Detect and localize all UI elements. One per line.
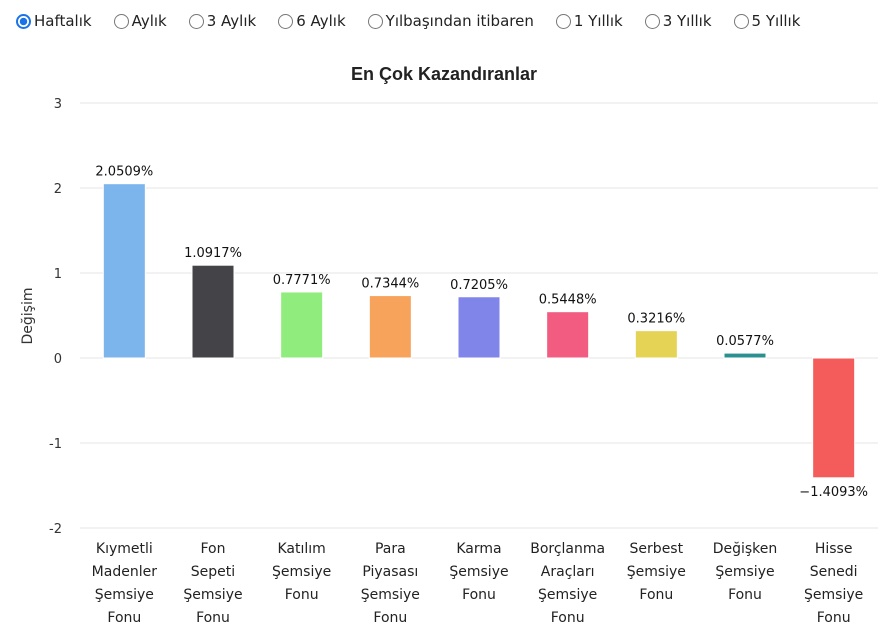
bar: [812, 357, 856, 479]
x-tick-label: Şemsiye: [95, 587, 154, 603]
radio-label: 3 Aylık: [206, 12, 257, 30]
x-tick-label: Fonu: [551, 610, 585, 626]
x-tick-label: Şemsiye: [449, 564, 508, 580]
x-tick-label: Şemsiye: [361, 587, 420, 603]
x-tick-label: Senedi: [810, 564, 858, 580]
x-tick-label: Değişken: [713, 541, 778, 557]
x-tick-label: Serbest: [630, 541, 684, 557]
radio-label: Yılbaşından itibaren: [385, 12, 534, 30]
radio-label: 5 Yıllık: [751, 12, 801, 30]
data-label: 1.0917%: [184, 246, 242, 261]
x-tick-label: Fonu: [728, 587, 762, 603]
y-tick-label: 0: [54, 352, 62, 367]
data-label: −1.4093%: [799, 485, 868, 500]
data-label: 2.0509%: [95, 165, 153, 180]
x-tick-label: Fonu: [285, 587, 319, 603]
radio-circle-icon: [733, 13, 749, 29]
bar: [457, 296, 501, 359]
radio-label: 1 Yıllık: [573, 12, 623, 30]
y-tick-label: 3: [54, 97, 62, 112]
x-tick-label: Fonu: [373, 610, 407, 626]
x-tick-label: Borçlanma: [530, 541, 605, 557]
period-radio[interactable]: Haftalık: [16, 12, 92, 30]
x-tick-label: Madenler: [92, 564, 158, 580]
bar: [191, 264, 235, 359]
data-label: 0.3216%: [627, 312, 685, 327]
radio-circle-icon: [367, 13, 383, 29]
x-tick-label: Sepeti: [191, 564, 235, 580]
x-tick-label: Karma: [456, 541, 501, 557]
x-tick-label: Şemsiye: [804, 587, 863, 603]
radio-circle-icon: [555, 13, 571, 29]
x-tick-label: Piyasası: [362, 564, 418, 580]
chart-title: En Çok Kazandıranlar: [351, 64, 537, 84]
x-tick-label: Şemsiye: [183, 587, 242, 603]
radio-circle-icon: [644, 13, 660, 29]
radio-circle-icon: [16, 13, 31, 29]
x-tick-label: Şemsiye: [627, 564, 686, 580]
x-tick-label: Hisse: [815, 541, 853, 557]
x-tick-label: Fonu: [639, 587, 673, 603]
x-tick-label: Araçları: [541, 564, 595, 580]
period-radio[interactable]: 3 Yıllık: [644, 12, 712, 30]
period-radio[interactable]: 5 Yıllık: [733, 12, 801, 30]
bar: [546, 311, 590, 359]
y-tick-label: -1: [49, 437, 62, 452]
radio-circle-icon: [113, 13, 129, 29]
period-radio[interactable]: 1 Yıllık: [555, 12, 623, 30]
bar: [368, 295, 412, 359]
period-radio[interactable]: Aylık: [113, 12, 167, 30]
bar: [634, 330, 678, 359]
data-label: 0.7771%: [273, 273, 331, 288]
x-tick-label: Şemsiye: [538, 587, 597, 603]
data-label: 0.7205%: [450, 278, 508, 293]
data-label: 0.0577%: [716, 334, 774, 349]
x-tick-label: Fonu: [196, 610, 230, 626]
x-tick-label: Fonu: [107, 610, 141, 626]
bar: [280, 291, 324, 359]
data-label: 0.7344%: [361, 277, 419, 292]
x-tick-label: Şemsiye: [715, 564, 774, 580]
radio-label: 6 Aylık: [296, 12, 346, 30]
x-tick-label: Şemsiye: [272, 564, 331, 580]
radio-label: Aylık: [131, 12, 167, 30]
x-tick-label: Fonu: [462, 587, 496, 603]
bar: [102, 183, 146, 359]
x-tick-label: Para: [375, 541, 406, 557]
radio-circle-icon: [278, 13, 294, 29]
x-tick-label: Kıymetli: [96, 541, 153, 557]
x-tick-label: Fon: [201, 541, 226, 557]
x-tick-label: Katılım: [278, 541, 326, 557]
y-tick-label: 2: [54, 182, 62, 197]
x-tick-label: Fonu: [817, 610, 851, 626]
period-radio[interactable]: 6 Aylık: [278, 12, 346, 30]
y-tick-label: 1: [54, 267, 62, 282]
radio-label: 3 Yıllık: [662, 12, 712, 30]
radio-circle-icon: [188, 13, 204, 29]
period-radio[interactable]: Yılbaşından itibaren: [367, 12, 534, 30]
period-radio[interactable]: 3 Aylık: [188, 12, 257, 30]
radio-label: Haftalık: [34, 12, 92, 30]
y-tick-label: -2: [49, 522, 62, 537]
period-selector: Haftalık Aylık 3 Aylık 6 Aylık Yılbaşından i…: [16, 12, 822, 30]
data-label: 0.5448%: [539, 293, 597, 308]
y-axis-label: Değişim: [20, 288, 36, 345]
bar: [723, 352, 767, 359]
